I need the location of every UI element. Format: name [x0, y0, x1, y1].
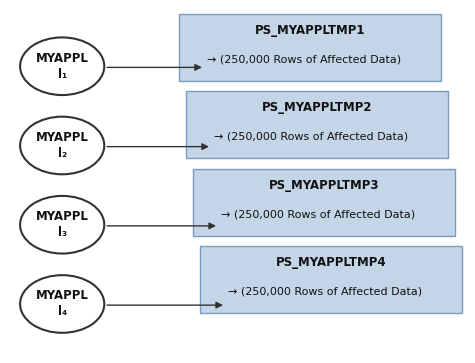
Text: MYAPPL
l₄: MYAPPL l₄	[36, 289, 89, 318]
Text: → (250,000 Rows of Affected Data): → (250,000 Rows of Affected Data)	[221, 209, 415, 219]
Ellipse shape	[20, 196, 104, 253]
Ellipse shape	[20, 275, 104, 333]
Text: → (250,000 Rows of Affected Data): → (250,000 Rows of Affected Data)	[207, 54, 401, 64]
Ellipse shape	[20, 117, 104, 174]
FancyBboxPatch shape	[193, 169, 455, 236]
Text: MYAPPL
l₂: MYAPPL l₂	[36, 131, 89, 160]
Text: PS_MYAPPLTMP1: PS_MYAPPLTMP1	[255, 24, 365, 37]
Text: → (250,000 Rows of Affected Data): → (250,000 Rows of Affected Data)	[228, 287, 422, 297]
FancyBboxPatch shape	[200, 246, 462, 313]
Text: PS_MYAPPLTMP2: PS_MYAPPLTMP2	[262, 101, 372, 114]
Text: → (250,000 Rows of Affected Data): → (250,000 Rows of Affected Data)	[214, 132, 408, 142]
Text: MYAPPL
l₁: MYAPPL l₁	[36, 52, 89, 81]
Text: MYAPPL
l₃: MYAPPL l₃	[36, 210, 89, 239]
Ellipse shape	[20, 37, 104, 95]
Text: PS_MYAPPLTMP3: PS_MYAPPLTMP3	[269, 179, 380, 192]
FancyBboxPatch shape	[186, 91, 448, 158]
Text: PS_MYAPPLTMP4: PS_MYAPPLTMP4	[276, 256, 387, 269]
FancyBboxPatch shape	[179, 14, 441, 81]
